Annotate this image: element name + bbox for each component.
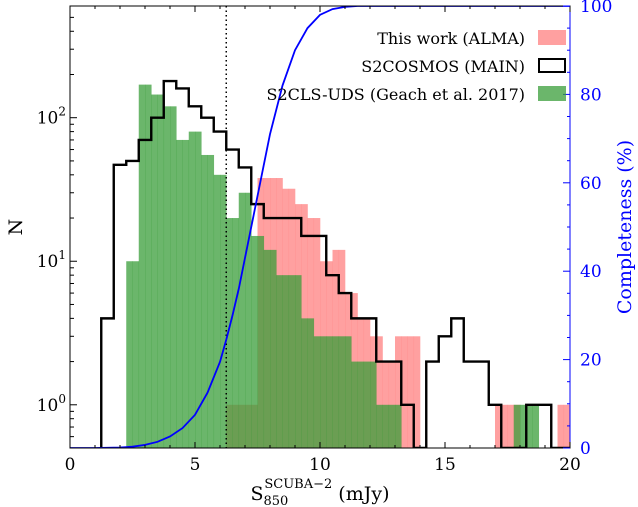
s2cls-bar-18 [213, 174, 221, 448]
legend-label-alma: This work (ALMA) [377, 29, 525, 48]
s2cls-bar-19 [220, 174, 227, 448]
s2cls-bar-26 [263, 249, 271, 448]
s2cls-bar-31 [295, 275, 302, 448]
s2cls-bar-47 [395, 404, 402, 448]
s2cls-bar-30 [288, 275, 296, 448]
s2cls-bar-5 [132, 261, 140, 448]
s2cls-bar-28 [276, 275, 283, 448]
s2cls-bar-24 [251, 235, 258, 448]
y2-axis-title: Completeness (%) [614, 140, 636, 314]
s2cls-bar-44 [376, 404, 383, 448]
s2cls-bar-13 [182, 139, 190, 448]
s2cls-bar-35 [320, 336, 327, 448]
y2-tick-label-2: 40 [580, 262, 602, 282]
s2cls-bar-4 [126, 261, 133, 448]
s2cls-bar-16 [201, 154, 208, 448]
s2cls-bar-38 [338, 336, 346, 448]
alma-bar-44 [376, 336, 383, 448]
alma-bar-34 [313, 218, 321, 448]
s2cls-bar-39 [345, 336, 352, 448]
s2cls-bar-41 [357, 361, 365, 448]
s2cls-bar-15 [195, 131, 202, 448]
x-axis-title-main: S [250, 483, 263, 505]
legend-swatch-s2cls [538, 86, 566, 101]
y2-tick-label-5: 100 [580, 0, 612, 17]
s2cls-bar-46 [388, 404, 396, 448]
s2cosmos-histogram [100, 79, 570, 448]
x-axis-title-subscript: 850 [264, 494, 289, 507]
s2cls-bar-37 [332, 336, 340, 448]
alma-bar-50 [413, 336, 421, 448]
y2-tick-label-4: 80 [580, 85, 602, 105]
plot-area [70, 6, 570, 448]
s2cls-bar-9 [157, 94, 165, 448]
s2cls-bar-10 [163, 106, 171, 448]
y-axis-ticks: 100 101 102 [37, 5, 77, 449]
s2cls-bar-40 [351, 361, 358, 448]
legend-label-s2cosmos: S2COSMOS (MAIN) [361, 57, 525, 76]
s2cls-bar-34 [313, 336, 321, 448]
s2cls-bar-23 [245, 192, 252, 448]
x-tick-label-0: 0 [65, 455, 76, 475]
alma-bar-74 [563, 404, 570, 448]
x-axis-title-unit: (mJy) [332, 483, 389, 505]
legend-swatch-alma [538, 30, 566, 45]
y-tick-label-1: 101 [37, 248, 66, 272]
alma-bar-65 [507, 404, 515, 448]
s2cls-bar-25 [257, 235, 265, 448]
s2cls-bar-6 [138, 84, 146, 448]
y2-tick-label-3: 60 [580, 174, 602, 194]
x-tick-label-1: 5 [190, 455, 201, 475]
alma-bar-64 [501, 404, 508, 448]
alma-bar-49 [407, 336, 415, 448]
s2cls-bar-29 [282, 275, 290, 448]
y2-tick-label-1: 20 [580, 351, 602, 371]
s2cls-bar-8 [151, 94, 158, 448]
alma-bar-48 [401, 336, 408, 448]
alma-bar-47 [395, 336, 402, 448]
s2cls-bar-20 [226, 218, 233, 448]
s2cls-bar-33 [307, 318, 315, 448]
s2cls-bar-32 [301, 318, 308, 448]
y2-tick-label-0: 0 [580, 439, 591, 459]
legend: This work (ALMA) S2COSMOS (MAIN) S2CLS-U… [267, 29, 566, 104]
y-axis-title: N [5, 219, 27, 236]
s2cls-bar-22 [238, 192, 246, 448]
s2cls-bar-11 [170, 106, 177, 448]
x-axis-title: S850 SCUBA−2 (mJy) [250, 477, 389, 507]
s2cls-bar-68 [526, 404, 533, 448]
alma-bar-73 [557, 404, 565, 448]
s2cls-histogram [126, 84, 540, 448]
s2cls-bar-69 [532, 404, 540, 448]
y-tick-label-2: 102 [37, 105, 66, 129]
x-axis-ticks: 0 5 10 15 20 [65, 6, 581, 475]
s2cls-bar-42 [363, 361, 371, 448]
s2cls-bar-43 [370, 361, 377, 448]
completeness-curve [70, 6, 570, 448]
s2cls-bar-27 [270, 249, 277, 448]
legend-swatch-s2cosmos [538, 58, 566, 73]
s2cls-bar-66 [513, 404, 521, 448]
s2cls-bar-14 [188, 131, 196, 448]
x-axis-title-superscript: SCUBA−2 [264, 477, 332, 492]
s2cls-bar-17 [207, 154, 215, 448]
s2cls-bar-36 [326, 336, 333, 448]
alma-bar-63 [495, 404, 502, 448]
x-tick-label-2: 10 [309, 455, 331, 475]
s2cls-bar-7 [145, 84, 152, 448]
x-tick-label-4: 20 [559, 455, 581, 475]
s2cosmos-step-outline [100, 79, 570, 448]
x-tick-label-3: 15 [434, 455, 456, 475]
s2cls-bar-12 [176, 139, 183, 448]
legend-label-s2cls: S2CLS-UDS (Geach et al. 2017) [267, 85, 525, 104]
y-tick-label-0: 100 [37, 392, 66, 416]
s2cls-bar-67 [520, 404, 527, 448]
s2cls-bar-45 [382, 404, 390, 448]
s2cls-bar-21 [232, 218, 240, 448]
y2-axis-ticks: 0 20 40 60 80 100 [563, 0, 612, 459]
